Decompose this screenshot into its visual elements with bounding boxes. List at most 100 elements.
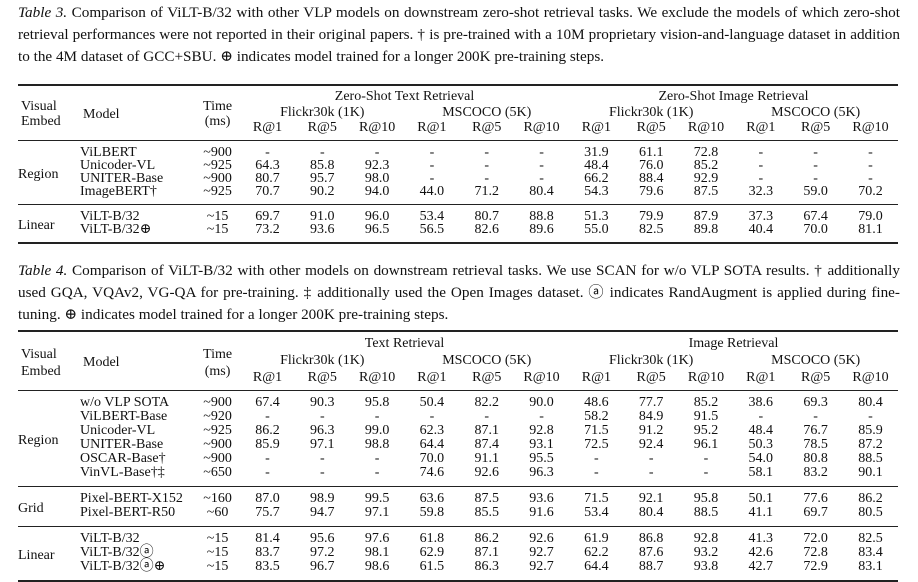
metric-header-row: R@1 R@5 R@10 R@1 R@5 R@10 R@1 R@5 R@10 R@1 R@5 R@10: [18, 369, 898, 391]
value-cell: 94.7: [310, 505, 335, 520]
value-cell: 80.5: [858, 505, 883, 520]
value-cell: 99.0: [364, 423, 390, 438]
value-cell: 87.5: [693, 183, 719, 199]
value-cell: 83.4: [858, 545, 883, 560]
value-cell: 62.3: [419, 423, 445, 438]
value-cell: 88.7: [638, 559, 664, 574]
metric-header: R@5: [801, 120, 831, 135]
value-cell: 67.4: [255, 395, 280, 410]
dataset-header-row: Flickr30k (1K) MSCOCO (5K) Flickr30k (1K) M…: [18, 105, 898, 121]
table4-caption-text: Comparison of ViLT-B/32 with other model…: [18, 262, 900, 323]
value-cell: 53.4: [584, 505, 609, 520]
metric-header: R@5: [307, 120, 337, 135]
visual-embed-cell: Region: [18, 433, 59, 448]
value-cell: 92.9: [693, 170, 719, 186]
value-cell: -: [265, 465, 270, 480]
value-cell: 70.2: [858, 183, 883, 199]
time-cell: ~900: [203, 170, 232, 186]
value-cell: 71.2: [474, 183, 499, 199]
metric-header: R@1: [746, 120, 776, 135]
value-cell: -: [484, 157, 490, 173]
metric-header: R@10: [852, 370, 889, 385]
value-cell: 78.5: [803, 437, 828, 452]
group-region: Region w/o VLP SOTA ~900 67.4 90.3 95.8 50.4 82…: [18, 391, 898, 487]
metric-header: R@10: [687, 370, 725, 385]
table-header: Visual Embed Model Time (ms) Text Retrieval Im…: [18, 331, 898, 391]
value-cell: 54.3: [584, 183, 609, 199]
value-cell: 87.2: [858, 437, 883, 452]
value-cell: 72.8: [803, 545, 828, 560]
metric-header: R@10: [358, 370, 396, 385]
value-cell: 69.7: [803, 505, 828, 520]
time-cell: ~900: [203, 144, 232, 160]
value-cell: 87.1: [474, 545, 499, 560]
value-cell: 37.3: [748, 208, 774, 224]
value-cell: 96.0: [364, 208, 390, 224]
header-row: Visual Embed Model Time (ms) Text Retrieval Im…: [18, 331, 898, 379]
value-cell: 86.8: [638, 531, 664, 546]
value-cell: -: [758, 157, 764, 173]
metric-header: R@10: [358, 120, 396, 135]
table-row: Linear ViLT-B/32 ~15 81.4 95.6 97.6 61.8 86.2 92…: [18, 527, 898, 563]
table3-zero-shot-retrieval: Visual Embed Model Time (ms) Zero-Shot Text R…: [18, 84, 898, 244]
value-cell: 91.2: [638, 423, 664, 438]
table4-caption: Table 4. Comparison of ViLT-B/32 with ot…: [18, 260, 900, 325]
value-cell: -: [539, 170, 544, 186]
value-cell: 86.2: [255, 423, 280, 438]
metric-header: R@10: [523, 370, 560, 385]
value-cell: -: [429, 170, 435, 186]
value-cell: 66.2: [584, 170, 609, 186]
value-cell: 97.2: [310, 545, 335, 560]
value-cell: 89.8: [693, 221, 719, 237]
value-cell: -: [813, 409, 818, 424]
visual-embed-cell: Grid: [18, 501, 44, 516]
time-cell: ~925: [203, 157, 232, 173]
table-row: Unicoder-VL ~925 64.3 85.8 92.3 - - - 48.4 76.0 85…: [18, 157, 898, 173]
table4-retrieval: Visual Embed Model Time (ms) Text Retrieval Im…: [18, 330, 898, 582]
value-cell: 48.6: [584, 395, 609, 410]
model-cell: ImageBERT†: [80, 183, 157, 199]
metric-header: R@5: [472, 370, 502, 385]
header-ms: (ms): [204, 114, 231, 130]
value-cell: 56.5: [419, 221, 445, 237]
value-cell: 87.4: [474, 437, 499, 452]
value-cell: 93.6: [529, 491, 554, 506]
value-cell: 48.4: [584, 157, 609, 173]
value-cell: 72.8: [693, 144, 719, 160]
value-cell: 58.2: [584, 409, 609, 424]
table-row: Grid Pixel-BERT-X152 ~160 87.0 98.9 99.5 63.6 8…: [18, 487, 898, 516]
value-cell: -: [429, 409, 435, 424]
visual-embed-header: Visual Embed: [18, 331, 80, 391]
value-cell: 92.6: [474, 465, 499, 480]
value-cell: 91.1: [474, 451, 499, 466]
value-cell: -: [703, 465, 709, 480]
model-cell: ViLT-B/32ⓐ⊕: [80, 559, 166, 574]
dataset-header: Flickr30k (1K): [608, 104, 694, 120]
value-cell: 98.0: [364, 170, 390, 186]
value-cell: 88.4: [638, 170, 664, 186]
value-cell: -: [374, 144, 380, 160]
value-cell: 96.5: [364, 221, 390, 237]
model-cell: Unicoder-VL: [80, 157, 156, 173]
header-time: Time: [203, 98, 233, 114]
value-cell: -: [319, 409, 325, 424]
value-cell: 96.3: [529, 465, 554, 480]
time-cell: ~925: [203, 423, 232, 438]
value-cell: 92.7: [529, 559, 554, 574]
group-linear: Linear ViLT-B/32 ~15 81.4 95.6 97.6 61.8 86.2 92…: [18, 527, 898, 581]
text-retrieval-header: Text Retrieval: [364, 336, 445, 351]
value-cell: 67.4: [803, 208, 828, 224]
value-cell: 83.5: [255, 559, 280, 574]
table-row: ViLT-B/32⊕ ~15 73.2 93.6 96.5 56.5 82.6 89.6 55.…: [18, 221, 898, 243]
value-cell: 76.0: [638, 157, 664, 173]
value-cell: 41.1: [748, 505, 774, 520]
value-cell: 44.0: [419, 183, 445, 199]
table-row: Region w/o VLP SOTA ~900 67.4 90.3 95.8 50.4 82…: [18, 391, 898, 448]
value-cell: -: [868, 170, 873, 186]
value-cell: 91.6: [529, 505, 554, 520]
table-row: Pixel-BERT-R50 ~60 75.7 94.7 97.1 59.8 85.5 91.…: [18, 506, 898, 527]
value-cell: 50.1: [748, 491, 774, 506]
value-cell: 61.1: [638, 144, 664, 160]
dataset-header: Flickr30k (1K): [280, 104, 365, 120]
value-cell: 79.0: [858, 208, 883, 224]
